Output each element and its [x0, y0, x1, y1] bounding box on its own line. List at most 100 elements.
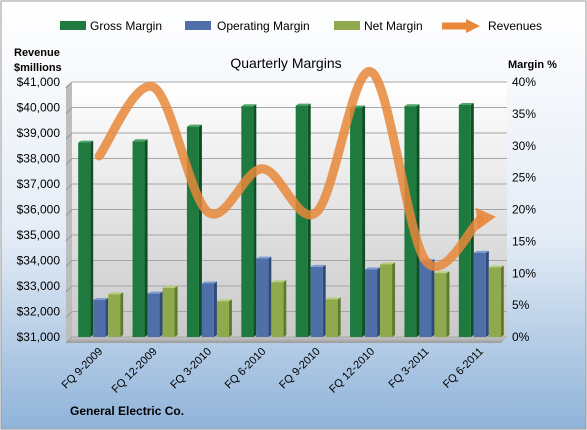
bar-gross-margin: [295, 105, 308, 338]
legend-swatch-revenues-arrowhead: [466, 19, 480, 33]
bar-top-net-margin: [108, 292, 124, 295]
legend-label-revenues: Revenues: [488, 19, 542, 33]
bar-net-margin: [108, 294, 121, 337]
bar-top-net-margin: [162, 285, 178, 288]
bar-side-net-margin: [500, 265, 504, 337]
bar-operating-margin: [310, 266, 323, 337]
bar-top-operating-margin: [147, 291, 163, 294]
right-tick-label: 5%: [512, 298, 530, 312]
bar-side-gross-margin: [144, 139, 148, 337]
bar-side-net-margin: [446, 271, 450, 337]
right-tick-label: 35%: [512, 107, 536, 121]
bar-operating-margin: [365, 269, 378, 337]
legend-swatch-operating-margin: [185, 21, 211, 30]
revenue-line: [94, 67, 485, 271]
left-tick-label: $35,000: [17, 228, 61, 242]
bar-net-margin: [325, 299, 338, 337]
bar-top-net-margin: [488, 265, 504, 268]
bar-operating-margin: [201, 283, 214, 337]
left-tick-label: $37,000: [17, 177, 61, 191]
bar-side-gross-margin: [416, 104, 420, 337]
chart-title: Quarterly Margins: [230, 55, 341, 71]
right-tick-label: 25%: [512, 171, 536, 185]
bar-top-net-margin: [380, 262, 396, 265]
bar-top-operating-margin: [473, 250, 489, 253]
bar-top-net-margin: [434, 271, 450, 274]
bar-top-operating-margin: [365, 267, 381, 270]
gridline-side: [65, 81, 73, 89]
right-tick-label: 20%: [512, 203, 536, 217]
left-axis-title-line2: $millions: [14, 62, 62, 74]
left-tick-label: $34,000: [17, 254, 61, 268]
gridline-side: [65, 158, 73, 165]
legend-label-net-margin: Net Margin: [364, 19, 423, 33]
bar-gross-margin: [350, 107, 363, 337]
gridline-side: [65, 209, 73, 216]
bar-net-margin: [488, 267, 501, 337]
bar-operating-margin: [473, 252, 486, 337]
bar-gross-margin: [132, 141, 145, 337]
bar-side-gross-margin: [198, 124, 202, 337]
legend: Gross Margin Operating Margin Net Margin…: [60, 19, 542, 33]
bar-top-operating-margin: [256, 256, 272, 259]
left-axis-title-line1: Revenue: [14, 47, 60, 59]
bar-top-net-margin: [325, 297, 341, 300]
bar-side-net-margin: [228, 299, 232, 337]
right-axis-title: Margin %: [508, 59, 557, 71]
bar-net-margin: [380, 264, 393, 337]
left-axis-ticks: $31,000 $32,000 $33,000 $34,000 $35,000 $36,0…: [17, 75, 61, 344]
left-tick-label: $40,000: [17, 101, 61, 115]
bar-top-operating-margin: [201, 281, 217, 284]
bar-side-operating-margin: [377, 267, 381, 337]
legend-label-operating-margin: Operating Margin: [217, 19, 310, 33]
gridline-side: [65, 107, 73, 114]
bar-top-gross-margin: [295, 103, 311, 106]
bar-net-margin: [216, 301, 229, 337]
bar-side-gross-margin: [362, 105, 366, 337]
gridline-side: [65, 311, 73, 318]
bar-side-net-margin: [120, 292, 124, 337]
gridline-side: [65, 260, 73, 267]
bar-gross-margin: [78, 142, 91, 337]
bar-operating-margin: [256, 258, 269, 337]
bar-gross-margin: [458, 104, 471, 337]
left-tick-label: $39,000: [17, 126, 61, 140]
bar-side-net-margin: [392, 262, 396, 337]
legend-label-gross-margin: Gross Margin: [90, 19, 162, 33]
bar-top-gross-margin: [241, 104, 257, 107]
bar-top-gross-margin: [458, 102, 474, 105]
bar-side-operating-margin: [105, 298, 109, 337]
right-tick-label: 40%: [512, 75, 536, 89]
left-tick-label: $38,000: [17, 152, 61, 166]
bar-top-net-margin: [216, 299, 232, 302]
bar-operating-margin: [147, 293, 160, 337]
bar-top-gross-margin: [132, 139, 148, 142]
left-tick-label: $41,000: [17, 75, 61, 89]
gridline-side: [65, 234, 73, 242]
bar-side-operating-margin: [268, 256, 272, 337]
company-label: General Electric Co.: [70, 404, 184, 418]
left-tick-label: $33,000: [17, 279, 61, 293]
bar-series-group: [78, 102, 504, 338]
left-tick-label: $32,000: [17, 305, 61, 319]
bar-side-gross-margin: [470, 102, 474, 337]
bar-top-net-margin: [271, 280, 287, 283]
bar-side-net-margin: [337, 297, 341, 337]
bar-net-margin: [271, 282, 284, 337]
bar-operating-margin: [93, 300, 106, 337]
bar-top-gross-margin: [78, 140, 94, 143]
bar-top-gross-margin: [186, 124, 202, 127]
bar-side-net-margin: [174, 285, 178, 337]
legend-swatch-gross-margin: [60, 21, 86, 30]
bar-side-net-margin: [283, 280, 287, 337]
bar-net-margin: [162, 287, 175, 337]
revenue-line-group: [94, 67, 496, 271]
bar-net-margin: [434, 273, 447, 337]
gridline-side: [65, 336, 73, 344]
bar-gross-margin: [241, 106, 254, 337]
left-tick-label: $31,000: [17, 330, 61, 344]
bar-top-gross-margin: [404, 104, 420, 107]
gridline-side: [65, 183, 73, 191]
right-tick-label: 0%: [512, 330, 530, 344]
